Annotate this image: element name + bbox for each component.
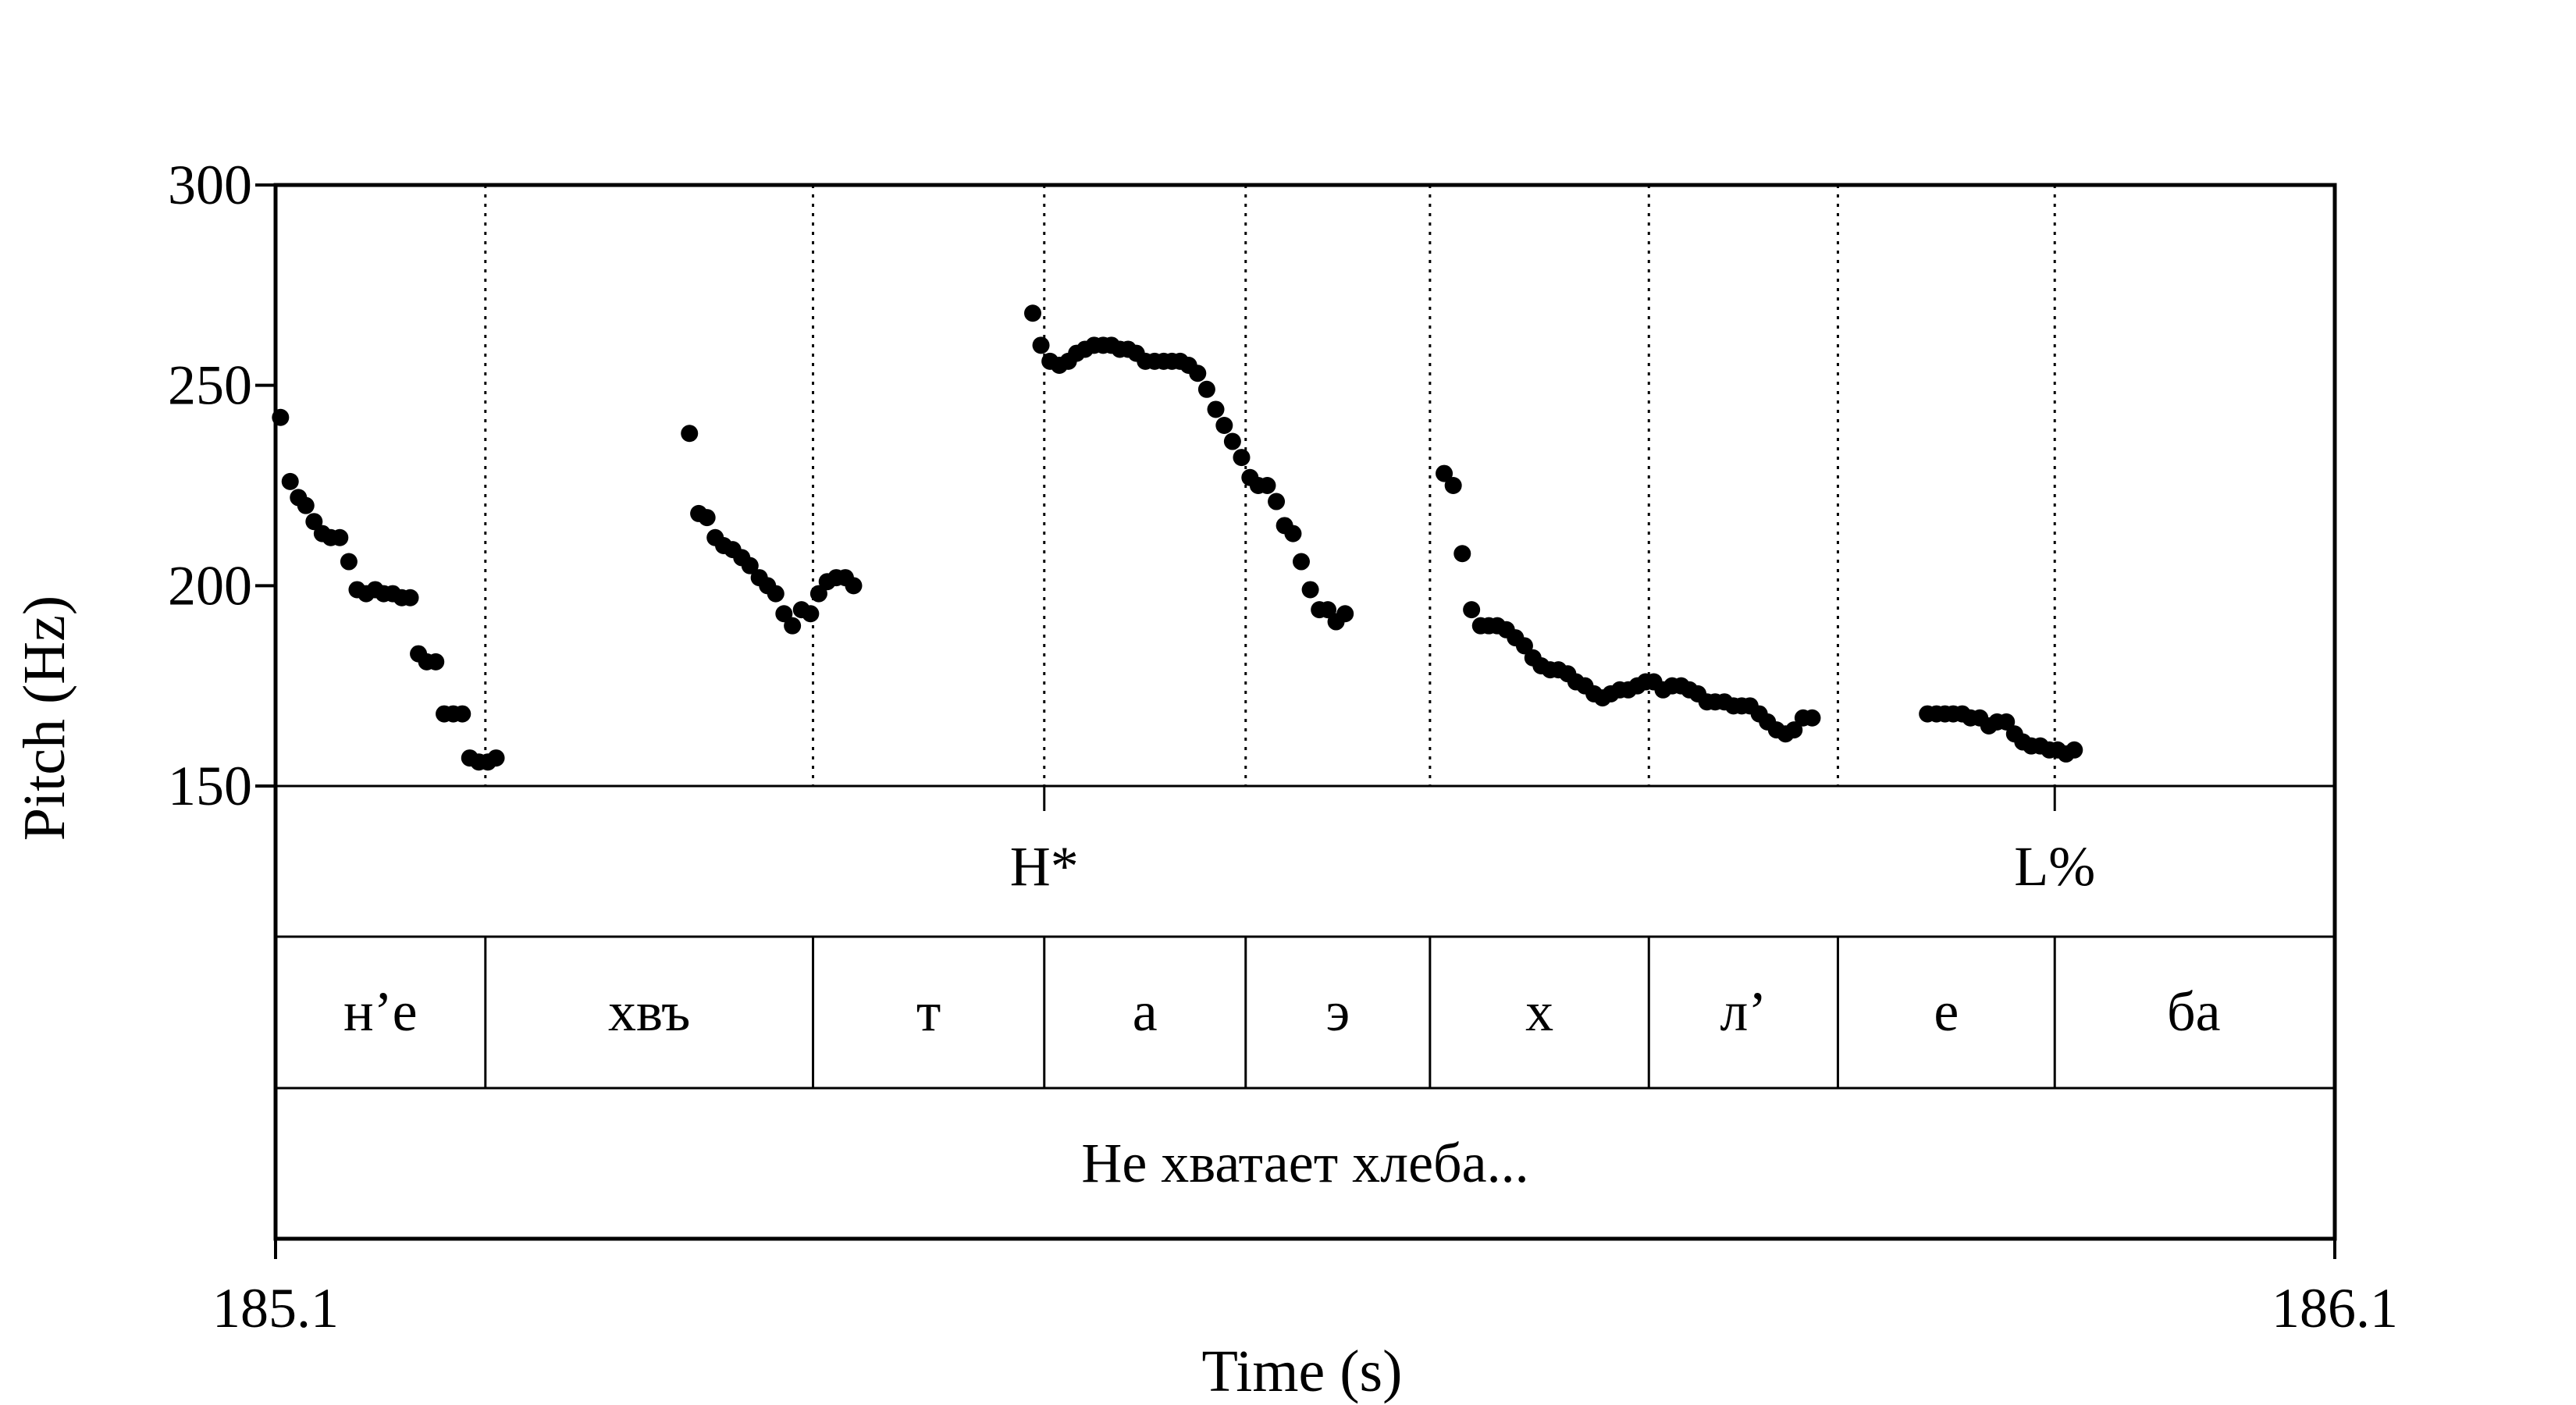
y-tick-label: 200	[168, 554, 252, 617]
tone-label: L%	[2014, 835, 2095, 898]
pitch-point	[297, 496, 315, 514]
y-tick-label: 250	[168, 354, 252, 417]
pitch-point	[1803, 709, 1821, 727]
x-tick-label: 185.1	[212, 1277, 339, 1339]
pitch-point	[1785, 721, 1803, 739]
segment-label: а	[1133, 980, 1158, 1043]
pitch-point	[845, 577, 863, 595]
pitch-point	[698, 509, 716, 527]
pitch-point	[1268, 493, 1286, 510]
pitch-point	[1453, 545, 1471, 563]
segment-label: хвъ	[608, 980, 690, 1043]
segment-label: ба	[2167, 980, 2221, 1043]
pitch-point	[1463, 601, 1481, 619]
pitch-point	[1233, 449, 1251, 467]
tone-label: H*	[1010, 835, 1079, 898]
annotation-tiers: H* L% н’е хвъ т а э х л’ е ба Не хватает хлеба...	[276, 784, 2335, 1194]
pitch-point	[767, 585, 785, 603]
pitch-point	[1023, 304, 1041, 322]
y-tick-label: 150	[168, 755, 252, 817]
pitch-point	[1284, 525, 1302, 542]
segment-label: н’е	[343, 980, 417, 1043]
x-axis-title: Time (s)	[1202, 1339, 1403, 1404]
pitch-point	[427, 653, 445, 670]
y-axis-title: Pitch (Hz)	[12, 596, 77, 841]
pitch-point	[454, 705, 471, 723]
pitch-point	[809, 585, 827, 603]
phrase-label: Не хватает хлеба...	[1081, 1132, 1528, 1194]
axes: Pitch (Hz) Time (s) 150 200 250 300 185.1 186…	[12, 154, 2398, 1404]
pitch-point	[1197, 380, 1215, 398]
pitch-point	[802, 605, 820, 623]
segment-label: т	[916, 980, 941, 1043]
pitch-point	[1436, 464, 1453, 482]
pitch-point	[1301, 581, 1319, 599]
pitch-point	[1292, 553, 1310, 571]
pitch-point	[1032, 336, 1050, 354]
pitch-point	[340, 553, 358, 571]
pitch-point	[1258, 477, 1276, 494]
pitch-point	[775, 605, 793, 623]
pitch-point	[1336, 605, 1354, 623]
pitch-point	[2065, 741, 2083, 759]
y-tick-label: 300	[168, 154, 252, 216]
pitch-point	[281, 472, 299, 490]
pitch-point	[305, 513, 323, 531]
pitch-point	[1207, 400, 1225, 418]
pitch-point	[784, 617, 802, 635]
pitch-point	[1189, 365, 1207, 382]
segment-label: х	[1525, 980, 1553, 1043]
pitch-point	[1223, 432, 1241, 450]
x-tick-label: 186.1	[2272, 1277, 2398, 1339]
segment-label: э	[1325, 980, 1350, 1043]
figure-frame	[273, 183, 2337, 1241]
pitch-point	[1215, 417, 1233, 434]
segment-label: е	[1934, 980, 1959, 1043]
pitch-point	[331, 528, 349, 546]
pitch-point	[1319, 601, 1337, 619]
plot-area	[272, 185, 2083, 786]
pitch-point	[1444, 477, 1462, 494]
segment-label: л’	[1720, 980, 1767, 1043]
pitch-point	[1515, 637, 1533, 655]
pitch-point	[487, 749, 505, 767]
pitch-point	[401, 589, 419, 606]
pitch-point	[681, 425, 699, 443]
pitch-point	[741, 557, 759, 574]
pitch-point	[1998, 713, 2016, 731]
